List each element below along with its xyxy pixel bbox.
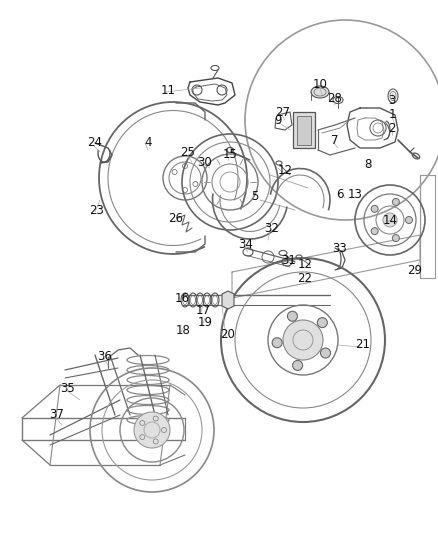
Text: 4: 4	[144, 136, 152, 149]
Circle shape	[134, 412, 170, 448]
Text: 16: 16	[174, 292, 190, 304]
Text: 31: 31	[282, 254, 297, 266]
Text: 26: 26	[169, 212, 184, 224]
Polygon shape	[293, 112, 315, 148]
Ellipse shape	[311, 86, 329, 98]
Text: 3: 3	[389, 93, 396, 107]
Text: 14: 14	[382, 214, 398, 227]
Text: 5: 5	[251, 190, 259, 203]
Circle shape	[287, 311, 297, 321]
Text: 13: 13	[348, 189, 362, 201]
Circle shape	[293, 360, 303, 370]
Text: 36: 36	[98, 350, 113, 362]
Text: 19: 19	[198, 316, 212, 328]
Polygon shape	[297, 116, 311, 145]
Text: 10: 10	[313, 78, 328, 92]
Circle shape	[371, 228, 378, 235]
Circle shape	[392, 235, 399, 241]
Circle shape	[392, 198, 399, 205]
Text: 7: 7	[331, 133, 339, 147]
Text: 25: 25	[180, 146, 195, 158]
Circle shape	[371, 205, 378, 212]
Text: 32: 32	[265, 222, 279, 235]
Text: 12: 12	[297, 259, 312, 271]
Circle shape	[406, 216, 413, 223]
Text: 20: 20	[221, 328, 236, 342]
Text: 35: 35	[60, 382, 75, 394]
Text: 27: 27	[276, 106, 290, 118]
Text: 23: 23	[89, 204, 104, 216]
Polygon shape	[222, 291, 234, 309]
Text: 9: 9	[274, 114, 282, 126]
Text: 18: 18	[176, 324, 191, 336]
Text: 1: 1	[388, 109, 396, 122]
Circle shape	[321, 348, 331, 358]
Text: 33: 33	[332, 241, 347, 254]
Text: 8: 8	[364, 158, 372, 172]
Text: 29: 29	[407, 263, 423, 277]
Circle shape	[272, 338, 282, 348]
Text: 12: 12	[278, 164, 293, 176]
Circle shape	[317, 318, 327, 328]
Text: 34: 34	[239, 238, 254, 252]
Text: 2: 2	[388, 122, 396, 134]
Text: 17: 17	[195, 303, 211, 317]
Text: 37: 37	[49, 408, 64, 422]
Text: 15: 15	[223, 149, 237, 161]
Circle shape	[283, 320, 323, 360]
Text: 24: 24	[88, 136, 102, 149]
Text: 21: 21	[356, 338, 371, 351]
Text: 22: 22	[297, 271, 312, 285]
Text: 6: 6	[336, 188, 344, 200]
Circle shape	[383, 213, 397, 227]
Text: 28: 28	[328, 92, 343, 104]
Text: 11: 11	[160, 84, 176, 96]
Text: 30: 30	[198, 156, 212, 168]
